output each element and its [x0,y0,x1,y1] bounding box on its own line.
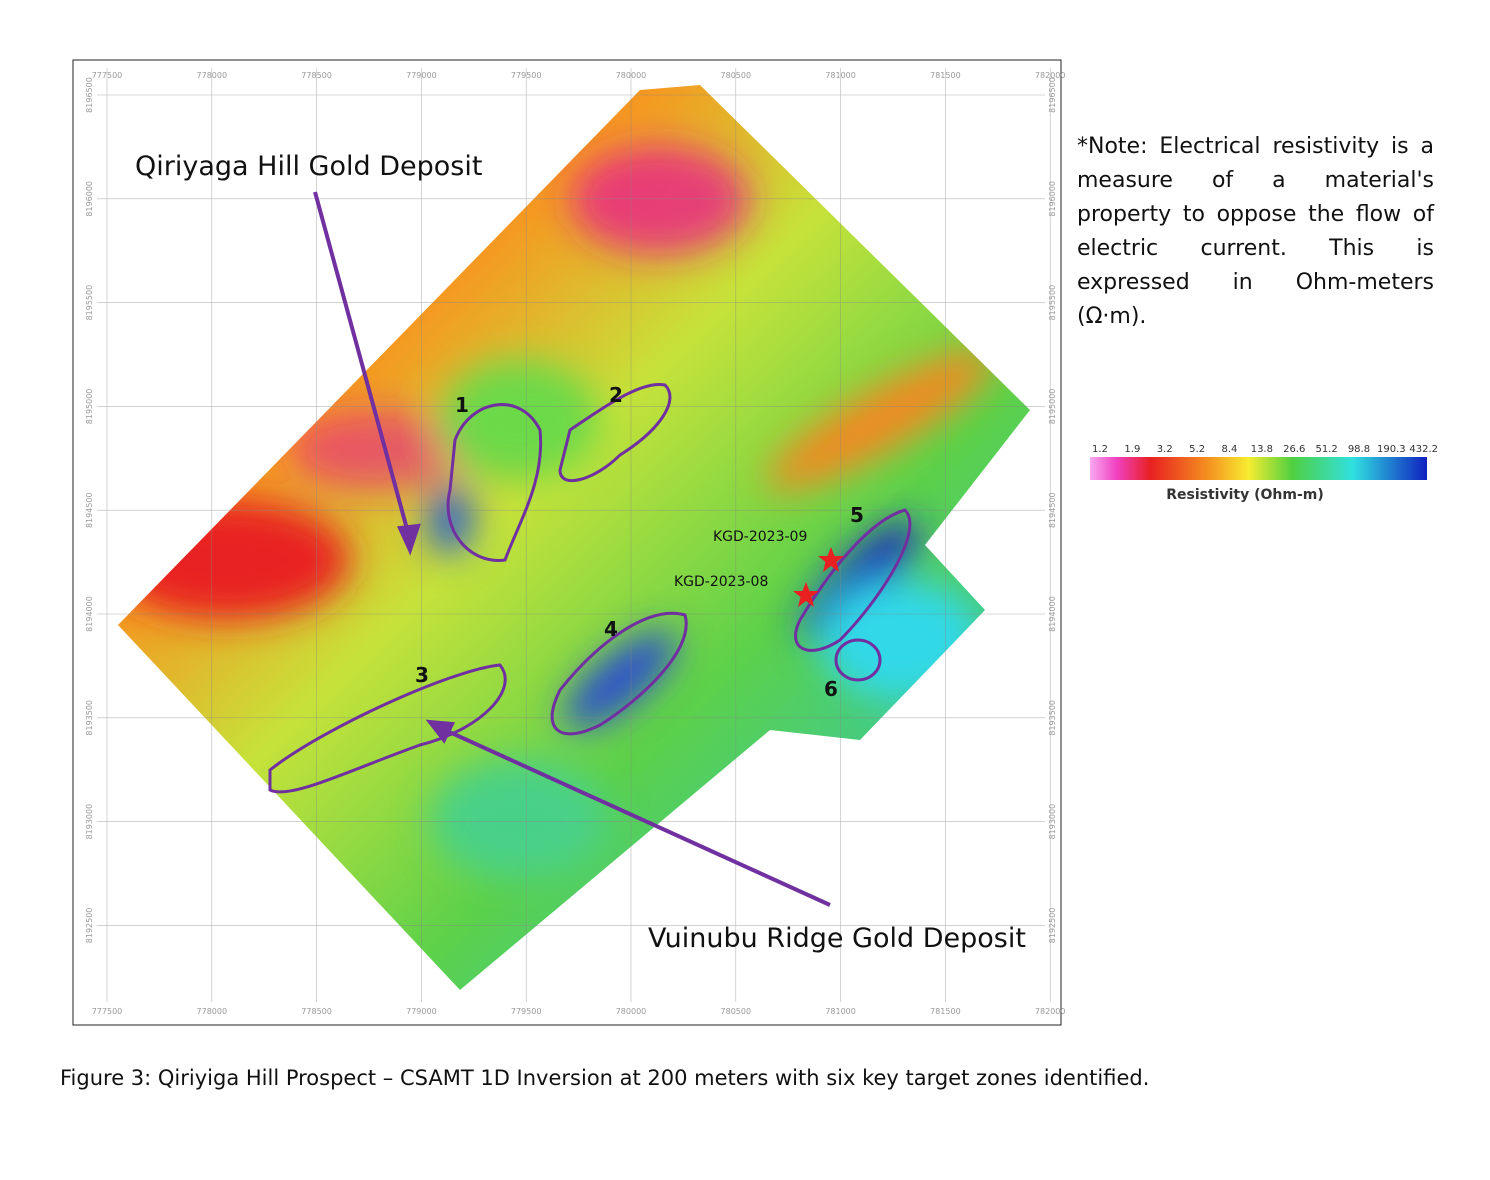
x-coord-label: 779500 [511,1007,542,1016]
caption: Figure 3: Qiriyiga Hill Prospect – CSAMT… [60,1066,1150,1090]
legend-value: 51.2 [1315,444,1337,455]
x-coord-label: 779500 [511,71,542,80]
drill-label: KGD-2023-08 [674,574,768,590]
y-coord-label: 8196000 [1048,181,1057,217]
y-coord-label: 8193000 [85,804,94,840]
y-coord-label: 8195500 [1048,285,1057,321]
legend-values: 1.2 1.9 3.2 5.2 8.4 13.8 26.6 51.2 98.8 190.3 432.… [1092,444,1438,455]
map-frame [72,59,1062,1026]
x-coord-label: 777500 [92,71,123,80]
grid [97,68,1051,1002]
zone-label: 6 [824,677,838,701]
x-coord-label: 782000 [1035,1007,1066,1016]
legend-value: 1.2 [1092,444,1108,455]
y-coord-label: 8192500 [1048,908,1057,944]
legend-title: Resistivity (Ohm-m) [1166,487,1324,503]
y-coord-label: 8192500 [85,908,94,944]
y-coord-label: 8196500 [85,77,94,113]
x-coord-label: 778000 [197,1007,228,1016]
x-coord-label: 781500 [930,71,961,80]
legend-value: 190.3 [1377,444,1406,455]
legend-value: 5.2 [1189,444,1205,455]
x-coord-label: 778000 [197,71,228,80]
zone-label: 1 [455,393,469,417]
zone-label: 3 [415,663,429,687]
x-coord-label: 781500 [930,1007,961,1016]
legend-value: 13.8 [1251,444,1273,455]
legend-value: 3.2 [1157,444,1173,455]
y-coord-label: 8193500 [85,700,94,736]
legend-value: 26.6 [1283,444,1305,455]
x-coord-label: 779000 [406,71,437,80]
x-coord-label: 778500 [301,71,332,80]
x-coord-label: 782000 [1035,71,1066,80]
deposit-label: Vuinubu Ridge Gold Deposit [648,923,1026,954]
arrows [313,191,831,907]
x-coord-label: 780000 [616,71,647,80]
y-coord-label: 8195500 [85,285,94,321]
legend-value: 432.2 [1409,444,1438,455]
legend-value: 98.8 [1348,444,1370,455]
x-coord-label: 780500 [721,1007,752,1016]
legend-value: 1.9 [1124,444,1140,455]
y-coord-label: 8194000 [1048,596,1057,632]
y-coord-label: 8194500 [1048,492,1057,528]
x-coord-label: 781000 [825,71,856,80]
y-coord-label: 8196000 [85,181,94,217]
y-coord-label: 8194000 [85,596,94,632]
drill-stars [793,547,844,607]
legend-value: 8.4 [1222,444,1238,455]
y-coord-label: 8195000 [1048,389,1057,425]
x-coord-label: 780500 [721,71,752,80]
y-coord-label: 8193500 [1048,700,1057,736]
deposit-label: Qiriyaga Hill Gold Deposit [135,151,482,182]
zone-labels: 1 2 3 4 5 6 [415,383,864,701]
zone-label: 4 [604,617,618,641]
x-coord-label: 781000 [825,1007,856,1016]
target-zones [268,382,912,794]
x-coord-label: 780000 [616,1007,647,1016]
colorbar [1090,457,1427,480]
note: *Note: Electrical resistivity is a measu… [1077,134,1434,329]
zone-label: 5 [850,503,864,527]
y-coord-label: 8196500 [1048,77,1057,113]
y-coord-label: 8195000 [85,389,94,425]
y-coord-label: 8193000 [1048,804,1057,840]
y-coord-label: 8194500 [85,492,94,528]
x-coord-label: 779000 [406,1007,437,1016]
x-coord-label: 778500 [301,1007,332,1016]
zone-label: 2 [609,383,623,407]
x-coord-label: 777500 [92,1007,123,1016]
drill-label: KGD-2023-09 [713,529,807,545]
